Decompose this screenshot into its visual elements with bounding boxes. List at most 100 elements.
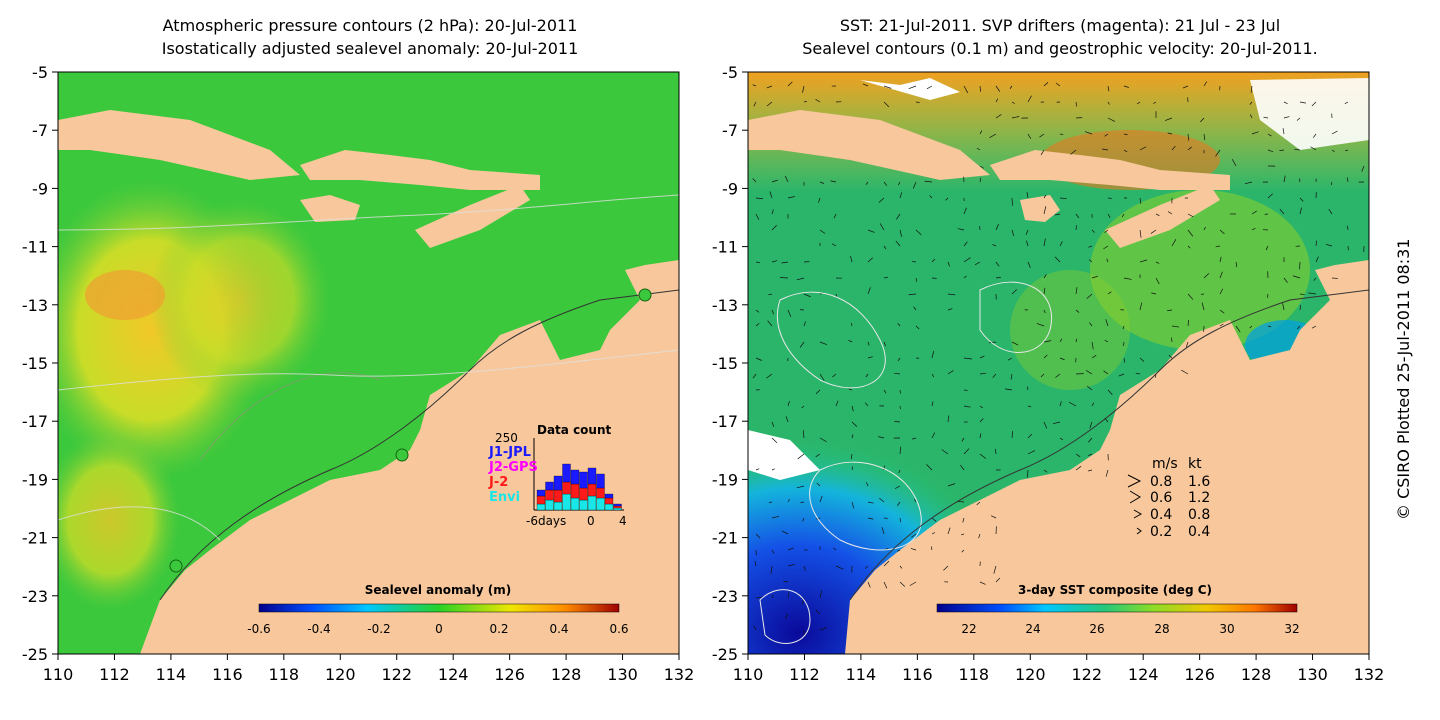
data-count-xlabel-start: -6days [526, 514, 566, 528]
sumba-island [1020, 195, 1060, 222]
velocity-arrow [850, 255, 853, 263]
histogram-bar [570, 497, 580, 511]
velocity-arrow [978, 533, 981, 539]
velocity-arrow [924, 180, 933, 183]
velocity-arrow [1075, 466, 1082, 471]
histogram-bar [587, 483, 597, 497]
velocity-arrow [1011, 289, 1018, 295]
velocity-arrow [770, 565, 773, 574]
velocity-arrow [1168, 354, 1173, 359]
velocity-arrow [1027, 450, 1036, 455]
velocity-arrow [979, 433, 982, 439]
velocity-arrow [963, 207, 967, 215]
velocity-arrow [1059, 197, 1067, 199]
velocity-arrow [1203, 133, 1206, 141]
velocity-arrow [1091, 229, 1095, 233]
velocity-arrow [1027, 261, 1031, 268]
velocity-arrow [781, 530, 789, 535]
legend-row-kt: 0.8 [1188, 507, 1210, 523]
velocity-arrow [862, 83, 869, 87]
y-tick-label: -19 [712, 470, 738, 489]
velocity-arrow [989, 133, 997, 139]
velocity-arrow [1121, 213, 1125, 218]
histogram-bar [545, 489, 554, 501]
velocity-arrow [1136, 101, 1141, 105]
velocity-arrow [787, 563, 796, 567]
velocity-arrow [883, 560, 890, 567]
velocity-arrow [819, 437, 827, 443]
geostrophic-velocity-vectors [752, 81, 1365, 635]
velocity-arrow [755, 357, 762, 361]
velocity-arrow [1313, 277, 1317, 281]
velocity-arrow [976, 147, 981, 151]
velocity-arrow [752, 84, 757, 87]
velocity-arrow [1267, 293, 1269, 298]
left-colorbar-tick: 0.4 [549, 622, 568, 636]
velocity-arrow [1043, 238, 1046, 247]
x-tick-label: 130 [1297, 665, 1328, 684]
velocity-arrow [931, 401, 934, 407]
velocity-arrow [803, 100, 808, 103]
velocity-arrow [995, 114, 1002, 119]
y-tick-label: -17 [712, 412, 738, 431]
velocity-arrow [963, 275, 967, 279]
x-tick-label: 114 [846, 665, 877, 684]
velocity-arrow [1010, 373, 1013, 380]
histogram-bar [562, 493, 571, 511]
velocity-arrow [1235, 261, 1238, 268]
velocity-arrow [943, 565, 949, 571]
velocity-arrow [931, 532, 936, 535]
velocity-arrow [754, 561, 757, 567]
cloud-mask [1250, 78, 1369, 150]
right-colorbar-label: 3-day SST composite (deg C) [1018, 583, 1212, 597]
velocity-arrow [1043, 194, 1047, 199]
velocity-arrow [1182, 85, 1189, 89]
velocity-arrow [755, 596, 764, 599]
velocity-arrow [963, 357, 972, 360]
right-colorbar-tick: 32 [1284, 622, 1299, 636]
velocity-arrow [1084, 131, 1093, 135]
x-tick-label: 112 [789, 665, 820, 684]
velocity-arrow [755, 533, 761, 539]
velocity-arrow [1283, 116, 1290, 119]
velocity-arrow [1187, 213, 1194, 218]
legend-j2: J-2 [488, 475, 508, 490]
velocity-arrow [1292, 275, 1301, 279]
velocity-arrow [1059, 357, 1065, 361]
scale-arrow-0.6 [1129, 490, 1141, 504]
velocity-arrow [771, 594, 774, 599]
velocity-arrow [979, 130, 983, 135]
velocity-arrow [819, 341, 828, 345]
velocity-arrow [851, 434, 854, 439]
velocity-arrow [1267, 133, 1272, 137]
velocity-arrow [1347, 225, 1349, 231]
velocity-arrow [1328, 208, 1333, 215]
velocity-arrow [1027, 405, 1032, 408]
velocity-arrow [1059, 437, 1064, 441]
left-colorbar-tick: -0.4 [307, 622, 330, 636]
right-map [748, 72, 1369, 654]
velocity-arrow [801, 405, 805, 409]
velocity-arrow [993, 565, 997, 574]
australia-mainland [140, 260, 679, 654]
velocity-arrow [1139, 302, 1143, 311]
velocity-arrow [931, 350, 935, 359]
x-tick-label: 118 [269, 665, 300, 684]
velocity-arrow [1267, 149, 1274, 153]
cloud-mask [748, 430, 820, 480]
tide-gauge-marker [169, 559, 183, 573]
velocity-arrow [771, 309, 775, 315]
velocity-arrow [796, 277, 805, 281]
velocity-arrow [1059, 133, 1064, 135]
high-anomaly-spot [85, 270, 165, 320]
velocity-arrow [979, 453, 987, 459]
velocity-arrow [1043, 421, 1048, 429]
velocity-arrow [1250, 85, 1253, 93]
velocity-arrow [1251, 131, 1259, 135]
velocity-arrow [1249, 101, 1253, 105]
velocity-arrow [1027, 469, 1029, 478]
velocity-arrow [947, 293, 956, 296]
velocity-arrow [899, 229, 902, 237]
velocity-arrow [1219, 309, 1225, 314]
velocity-arrow [771, 468, 775, 471]
